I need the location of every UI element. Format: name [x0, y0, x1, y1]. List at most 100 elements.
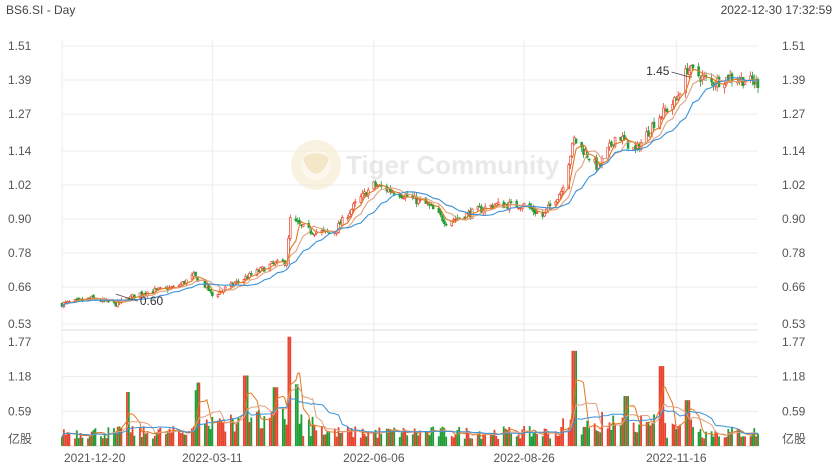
volume-bar: [647, 421, 650, 446]
volume-bar: [133, 435, 136, 446]
candle-body: [402, 197, 405, 200]
volume-bar: [430, 427, 433, 446]
candle-body: [569, 155, 572, 165]
volume-bar: [597, 431, 600, 446]
volume-bar: [534, 431, 537, 446]
volume-tick-right: 0.59: [782, 404, 806, 418]
candle-body: [652, 121, 656, 128]
volume-bar: [645, 422, 648, 446]
volume-tick-right: 1.18: [782, 370, 806, 384]
ma-slow-line: [61, 76, 759, 308]
candle-body: [452, 219, 455, 222]
volume-bar: [298, 423, 301, 446]
volume-bar: [211, 416, 214, 446]
volume-bar: [437, 436, 440, 446]
price-tick-left: 0.90: [8, 212, 32, 226]
volume-bar: [558, 435, 561, 446]
volume-bar: [584, 426, 587, 446]
volume-bar: [322, 434, 325, 446]
candle-body: [92, 295, 95, 299]
candle-body: [426, 202, 429, 205]
candle-body: [311, 233, 314, 235]
volume-bar: [155, 432, 158, 446]
volume-bar: [415, 432, 418, 446]
volume-bar: [107, 427, 110, 446]
volume-bar: [218, 418, 221, 446]
volume-bar: [220, 421, 223, 446]
ma-fast-line: [61, 68, 759, 308]
volume-bar: [400, 432, 403, 446]
volume-bar: [64, 434, 67, 446]
volume-bar: [684, 400, 687, 446]
volume-bar: [653, 414, 655, 446]
candle-body: [597, 163, 600, 169]
volume-bar: [66, 432, 69, 446]
candle-body: [454, 218, 457, 221]
date-tick: 2021-12-20: [64, 451, 126, 465]
volume-bar: [458, 427, 461, 446]
price-tick-right: 1.51: [782, 39, 806, 53]
volume-bar: [120, 427, 123, 446]
volume-bar: [506, 429, 509, 446]
volume-bar: [493, 429, 496, 446]
volume-bar: [341, 432, 344, 446]
volume-bar: [757, 433, 759, 446]
volume-bar: [393, 427, 396, 446]
volume-bar: [671, 423, 674, 446]
volume-bar: [307, 419, 310, 446]
volume-bar: [495, 435, 498, 446]
volume-bar: [424, 430, 427, 446]
candle-body: [75, 298, 79, 301]
candle-body: [723, 84, 726, 89]
volume-bar: [92, 429, 95, 446]
volume-bar: [530, 436, 533, 446]
price-tick-right: 1.02: [782, 178, 806, 192]
volume-bar: [183, 434, 186, 446]
annotation-leader: [115, 293, 138, 302]
volume-bar: [497, 438, 500, 446]
volume-bar: [374, 429, 377, 446]
volume-bar: [62, 429, 65, 446]
volume-bar: [740, 436, 743, 446]
volume-bar: [456, 429, 459, 446]
volume-bar: [428, 435, 431, 446]
price-tick-left: 1.02: [8, 178, 32, 192]
candle-body: [610, 141, 613, 146]
volume-bar: [302, 436, 305, 446]
volume-bar: [165, 434, 167, 446]
volume-bar: [168, 428, 171, 446]
axis-labels: 1.51 1.51 1.39 1.39 1.27 1.27 1.14 1.14 1.02 1.02…: [8, 39, 806, 465]
date-tick: 2022-11-16: [646, 451, 707, 465]
volume-bar: [217, 420, 219, 446]
volume-bar: [140, 436, 143, 446]
volume-bar: [159, 427, 162, 446]
candle-body: [439, 210, 442, 216]
candle-body: [294, 218, 298, 221]
volume-bar: [378, 427, 381, 446]
candle-body: [374, 181, 377, 187]
ma-mid-line: [61, 72, 759, 308]
price-tick-right: 0.66: [782, 280, 806, 294]
candle-body: [341, 217, 344, 226]
candle-body: [346, 217, 350, 219]
volume-bar: [207, 425, 210, 446]
volume-bar: [113, 428, 115, 446]
candle-body: [250, 273, 253, 275]
volume-bar: [142, 426, 145, 446]
candle-body: [623, 135, 626, 140]
volume-bar: [257, 410, 260, 446]
volume-bar: [621, 417, 624, 446]
volume-bar: [365, 436, 368, 446]
candle-body: [756, 79, 760, 88]
volume-bar: [248, 422, 251, 446]
volume-bar: [315, 430, 318, 446]
candle-body: [684, 68, 687, 94]
volume-bar: [619, 425, 622, 446]
candle-body: [444, 223, 448, 226]
candle-body: [554, 201, 557, 206]
candle-body: [350, 209, 353, 215]
volume-bar: [413, 428, 416, 446]
volume-bar: [350, 428, 353, 446]
volume-bar: [731, 426, 733, 446]
